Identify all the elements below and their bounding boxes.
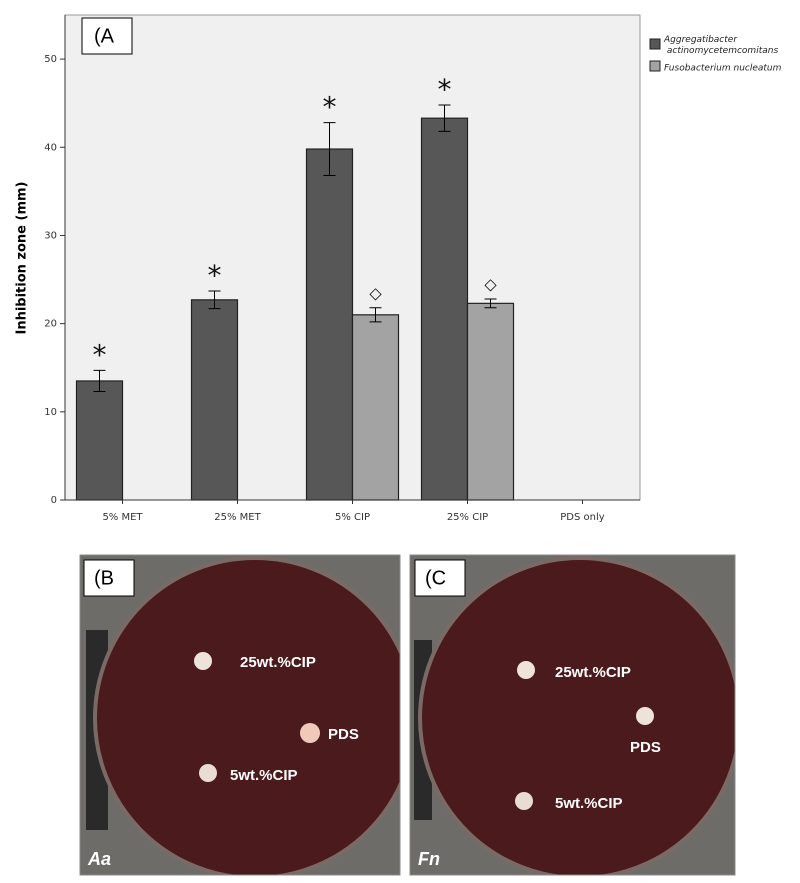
error-bar [369, 307, 382, 323]
significance-marker: * [208, 259, 222, 292]
error-bar [93, 369, 106, 393]
y-tick-label: 0 [51, 495, 57, 506]
significance-marker: * [438, 73, 452, 106]
bar [75, 380, 124, 501]
bar [466, 302, 515, 501]
error-bar [323, 122, 336, 176]
bar [190, 299, 239, 501]
x-tick-label: 25% MET [214, 512, 261, 523]
panel-label: (B [94, 567, 114, 589]
disk-label: 5wt.%CIP [230, 767, 298, 784]
species-label: Aa [87, 849, 111, 869]
error-bar [208, 290, 221, 310]
legend-label: Aggregatibacter actinomycetemcomitans [663, 35, 778, 56]
x-tick-label: PDS only [560, 512, 604, 523]
panel-label: (A [94, 25, 115, 47]
x-tick-label: 5% CIP [335, 512, 370, 523]
photo-c [410, 555, 735, 875]
y-tick-label: 20 [44, 319, 57, 330]
bar [351, 314, 400, 501]
y-tick-label: 40 [44, 142, 57, 153]
x-tick-label: 25% CIP [447, 512, 488, 523]
panel-box [414, 559, 466, 597]
panel-box [83, 559, 135, 597]
photo-frame [79, 554, 401, 876]
y-tick-label: 50 [44, 54, 57, 65]
disk-label: 25wt.%CIP [240, 654, 316, 671]
disk-label: 5wt.%CIP [555, 795, 623, 812]
species-label: Fn [418, 849, 440, 869]
x-tick-label: 5% MET [102, 512, 143, 523]
legend-swatch [649, 60, 661, 72]
significance-marker: ◇ [369, 283, 382, 302]
disk-label: 25wt.%CIP [555, 664, 631, 681]
bar [420, 117, 469, 501]
error-bar [484, 298, 497, 309]
y-tick-label: 10 [44, 407, 57, 418]
error-bar [438, 104, 451, 132]
photo-frame [409, 554, 736, 876]
disk-label: PDS [328, 726, 359, 743]
significance-marker: * [93, 338, 107, 371]
legend-swatch [649, 38, 661, 50]
panel-label: (C [425, 567, 446, 589]
bar [305, 148, 354, 501]
y-axis-label: Inhibition zone (mm) [15, 181, 30, 334]
significance-marker: ◇ [484, 274, 497, 293]
legend-label: Fusobacterium nucleatum [664, 64, 782, 74]
significance-marker: * [323, 91, 337, 124]
photo-b [80, 555, 400, 875]
disk-label: PDS [630, 739, 661, 756]
panel-box [81, 17, 133, 55]
y-tick-label: 30 [44, 230, 57, 241]
